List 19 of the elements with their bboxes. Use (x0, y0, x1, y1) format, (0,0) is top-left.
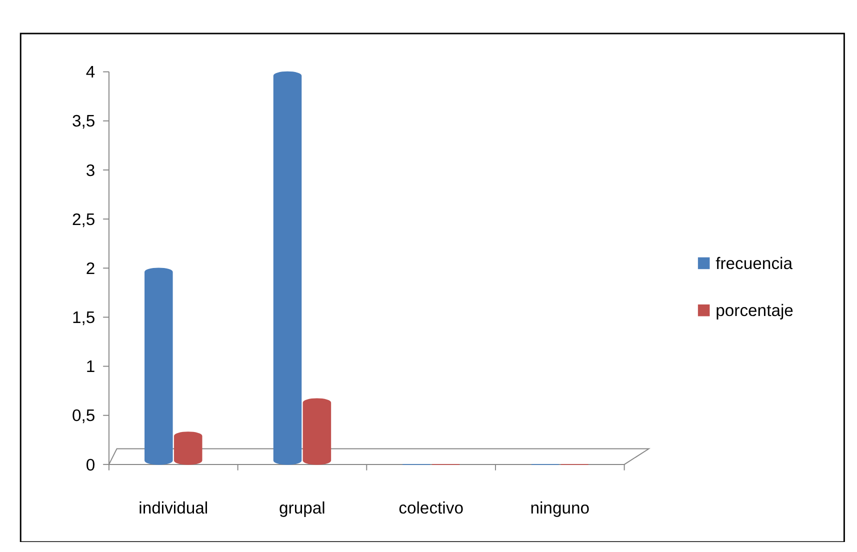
y-tick-label: 0 (86, 455, 96, 474)
legend-label: porcentaje (716, 301, 794, 320)
bar (302, 398, 332, 465)
y-tick-label: 0,5 (72, 406, 96, 426)
x-tick-label: ninguno (530, 498, 590, 518)
legend-label: frecuencia (716, 254, 794, 274)
bar (273, 71, 302, 465)
y-tick-label: 1 (86, 357, 96, 376)
y-tick-label: 3,5 (72, 112, 96, 131)
y-tick-label: 2,5 (72, 210, 96, 229)
y-tick-label: 3 (86, 160, 96, 180)
x-tick-label: individual (138, 498, 208, 518)
y-tick-label: 4 (86, 62, 96, 82)
y-tick-label: 1,5 (72, 308, 96, 328)
y-tick-label: 2 (86, 258, 96, 278)
bar (174, 432, 202, 465)
x-tick-label: grupal (279, 498, 326, 518)
bar (144, 268, 173, 465)
x-tick-label: colectivo (398, 498, 464, 518)
